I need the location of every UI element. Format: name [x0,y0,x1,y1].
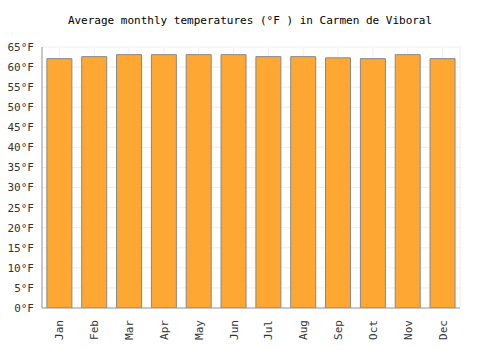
svg-text:65°F: 65°F [8,41,34,54]
svg-text:50°F: 50°F [8,101,34,114]
svg-text:Feb: Feb [88,320,101,340]
svg-text:Dec: Dec [437,320,450,340]
svg-text:Jun: Jun [228,320,241,340]
svg-text:0°F: 0°F [14,302,34,315]
svg-text:Aug: Aug [297,320,310,340]
svg-text:Nov: Nov [402,320,415,340]
svg-text:20°F: 20°F [8,222,34,235]
svg-text:Sep: Sep [332,320,345,340]
svg-text:Jan: Jan [53,320,66,340]
svg-text:15°F: 15°F [8,242,34,255]
svg-text:Mar: Mar [123,320,136,340]
svg-text:40°F: 40°F [8,141,34,154]
html-text:Average monthly temperatures (: Average monthly temperatures (°F ) in Ca… [67,14,433,27]
svg-text:55°F: 55°F [8,81,34,94]
svg-text:35°F: 35°F [8,161,34,174]
svg-text:60°F: 60°F [8,61,34,74]
svg-text:45°F: 45°F [8,121,34,134]
svg-text:May: May [193,320,206,340]
svg-text:Apr: Apr [158,320,171,340]
svg-text:25°F: 25°F [8,202,34,215]
svg-text:10°F: 10°F [8,262,34,275]
svg-text:Jul: Jul [262,320,275,340]
svg-text:5°F: 5°F [14,282,34,295]
svg-text:30°F: 30°F [8,181,34,194]
svg-text:Oct: Oct [367,320,380,340]
